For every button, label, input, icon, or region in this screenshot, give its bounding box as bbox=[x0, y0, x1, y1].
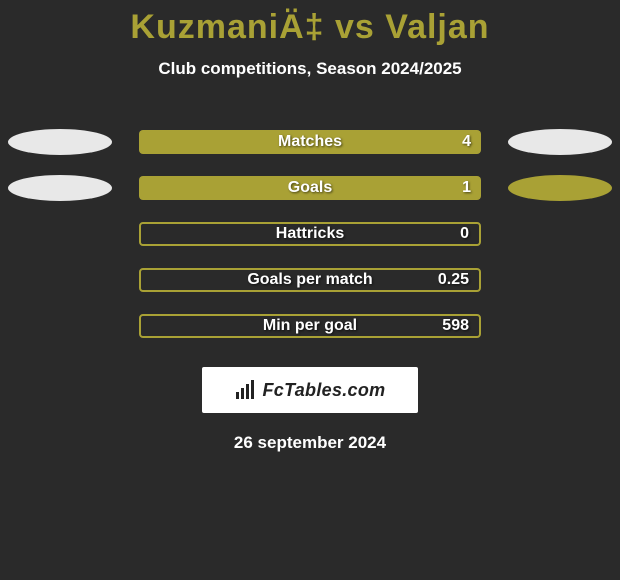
date-label: 26 september 2024 bbox=[0, 433, 620, 453]
stat-value: 0 bbox=[460, 225, 469, 243]
page-title: KuzmaniÄ‡ vs Valjan bbox=[0, 8, 620, 47]
stat-bar: Min per goal 598 bbox=[139, 314, 481, 338]
left-ellipse bbox=[8, 129, 112, 155]
stat-label: Goals per match bbox=[247, 271, 372, 289]
stat-row: Goals per match 0.25 bbox=[0, 257, 620, 303]
brand-badge: FcTables.com bbox=[202, 367, 418, 413]
comparison-card: KuzmaniÄ‡ vs Valjan Club competitions, S… bbox=[0, 0, 620, 453]
stat-bar: Goals 1 bbox=[139, 176, 481, 200]
stat-label: Min per goal bbox=[263, 317, 357, 335]
stat-bar: Matches 4 bbox=[139, 130, 481, 154]
stat-row: Hattricks 0 bbox=[0, 211, 620, 257]
stat-bar: Goals per match 0.25 bbox=[139, 268, 481, 292]
stat-row: Matches 4 bbox=[0, 119, 620, 165]
stats-chart: Matches 4 Goals 1 Hattricks 0 Goals per match 0… bbox=[0, 119, 620, 349]
brand-text: FcTables.com bbox=[263, 380, 386, 401]
stat-label: Goals bbox=[288, 179, 332, 197]
stat-label: Matches bbox=[278, 133, 342, 151]
stat-label: Hattricks bbox=[276, 225, 344, 243]
page-subtitle: Club competitions, Season 2024/2025 bbox=[0, 59, 620, 79]
right-ellipse bbox=[508, 129, 612, 155]
stat-value: 4 bbox=[462, 133, 471, 151]
left-ellipse bbox=[8, 175, 112, 201]
stat-bar: Hattricks 0 bbox=[139, 222, 481, 246]
stat-value: 598 bbox=[442, 317, 469, 335]
stat-value: 1 bbox=[462, 179, 471, 197]
right-ellipse bbox=[508, 175, 612, 201]
stat-row: Goals 1 bbox=[0, 165, 620, 211]
stat-row: Min per goal 598 bbox=[0, 303, 620, 349]
stat-value: 0.25 bbox=[438, 271, 469, 289]
chart-icon bbox=[235, 380, 257, 400]
